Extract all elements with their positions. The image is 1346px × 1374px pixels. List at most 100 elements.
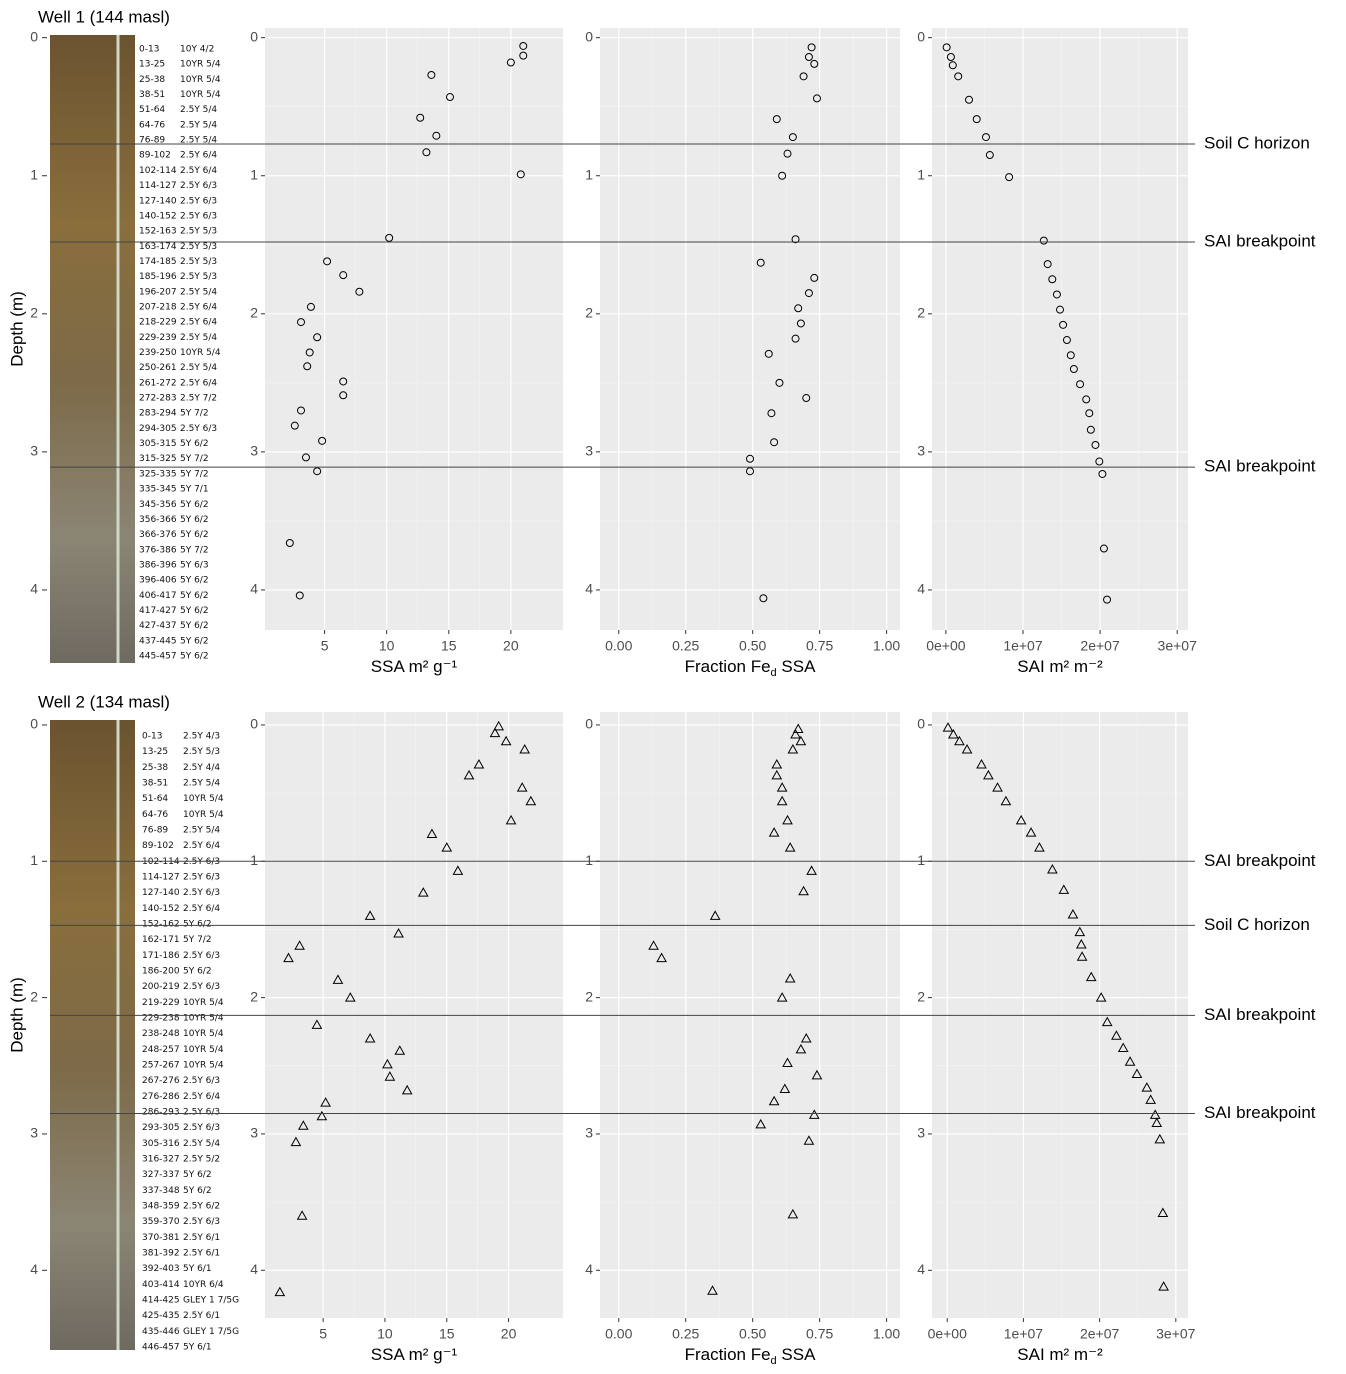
layer-depth: 163-174 (139, 242, 177, 252)
point (519, 41, 528, 50)
point (441, 842, 453, 852)
layer-color: 2.5Y 5/4 (183, 826, 220, 836)
layer-color: 2.5Y 6/1 (183, 1233, 220, 1243)
y-tick-label: 4 (585, 1261, 593, 1277)
layer-color: 5Y 6/2 (180, 636, 209, 646)
layer-depth: 406-417 (139, 591, 177, 601)
layer-depth: 102-114 (139, 166, 177, 176)
layer-depth: 327-337 (142, 1170, 180, 1180)
point (804, 52, 813, 61)
point (1058, 884, 1070, 894)
point (320, 1097, 331, 1107)
point (1103, 595, 1112, 604)
layer-color: 10YR 6/4 (183, 1280, 224, 1290)
point (798, 885, 809, 896)
layer-depth: 38-51 (139, 90, 165, 100)
layer-depth: 337-348 (142, 1186, 180, 1196)
x-tick-label: 5 (319, 1326, 327, 1342)
point (954, 735, 965, 746)
point (516, 782, 528, 792)
layer-color: 10YR 5/4 (183, 1029, 224, 1039)
point (802, 394, 811, 403)
point (775, 378, 784, 387)
point (1025, 827, 1037, 837)
point (303, 362, 312, 371)
point (770, 438, 779, 447)
y-tick-label: 1 (917, 852, 925, 868)
y-tick-label: 4 (585, 581, 593, 597)
y-tick-label: 0 (917, 716, 925, 732)
point (985, 151, 994, 160)
layer-color: 10YR 5/4 (183, 1061, 224, 1071)
point (432, 131, 441, 140)
layer-color: 2.5Y 6/3 (183, 1217, 220, 1227)
layer-depth: 89-102 (139, 151, 171, 161)
point (992, 782, 1003, 792)
point (446, 93, 455, 102)
point (500, 735, 512, 746)
layer-color: 5Y 6/3 (180, 560, 209, 570)
layer-depth: 248-257 (142, 1045, 180, 1055)
point (784, 973, 796, 983)
layer-depth: 316-327 (142, 1155, 180, 1165)
point (1076, 951, 1088, 961)
point (422, 148, 431, 157)
point (290, 1136, 302, 1147)
point (1052, 290, 1061, 299)
y-tick-label: 3 (250, 443, 258, 459)
point (1111, 1030, 1122, 1040)
point (1067, 908, 1079, 919)
layer-depth: 13-25 (142, 747, 168, 757)
x-axis-label-part: d (771, 667, 777, 679)
x-tick-label: 15 (439, 1326, 455, 1342)
layer-color: 5Y 7/1 (180, 485, 209, 495)
point (1048, 275, 1057, 284)
layer-color: 5Y 6/2 (180, 606, 209, 616)
layer-color: GLEY 1 7/5G (183, 1296, 239, 1306)
layer-color: 2.5Y 6/3 (183, 1123, 220, 1133)
point (1066, 351, 1075, 360)
layer-color: 10YR 5/4 (183, 1045, 224, 1055)
y-tick-label: 3 (250, 1125, 258, 1141)
point (795, 735, 807, 746)
point (976, 758, 987, 769)
point (782, 1057, 793, 1068)
photo-tick-label: 2 (30, 988, 38, 1004)
point (364, 1033, 376, 1043)
layer-color: 2.5Y 6/4 (180, 318, 217, 328)
point (473, 758, 485, 769)
point (427, 70, 436, 79)
x-tick-label: 0.25 (672, 1326, 699, 1342)
x-axis-label-part: SSA (777, 1345, 816, 1364)
point (656, 952, 667, 963)
point (1091, 440, 1100, 449)
layer-color: 2.5Y 5/4 (180, 136, 217, 146)
layer-depth: 366-376 (139, 530, 177, 540)
layer-color: 2.5Y 6/3 (180, 424, 217, 434)
point (965, 95, 974, 104)
layer-depth: 38-51 (142, 779, 168, 789)
y-tick-label: 1 (585, 852, 593, 868)
layer-color: 2.5Y 6/4 (183, 1092, 220, 1102)
point (778, 171, 787, 180)
layer-depth: 140-152 (139, 211, 177, 221)
point (782, 814, 793, 825)
point (791, 334, 800, 343)
layer-depth: 238-248 (142, 1029, 180, 1039)
point (1085, 409, 1094, 418)
point (1099, 544, 1108, 553)
core-photo (50, 35, 135, 663)
layer-depth: 200-219 (142, 982, 180, 992)
x-axis-label-part: d (771, 1355, 777, 1367)
layer-color: 5Y 7/2 (180, 454, 209, 464)
point (296, 1210, 308, 1220)
layer-depth: 403-414 (142, 1280, 180, 1290)
point (1154, 1133, 1166, 1144)
x-axis-label: Fraction Fed SSA (685, 1345, 817, 1366)
point (339, 271, 348, 280)
x-tick-label: 3e+07 (1158, 638, 1198, 654)
point (463, 769, 475, 780)
photo-tick-label: 0 (30, 28, 38, 44)
layer-color: 2.5Y 5/3 (180, 242, 217, 252)
y-tick-label: 2 (250, 988, 258, 1004)
